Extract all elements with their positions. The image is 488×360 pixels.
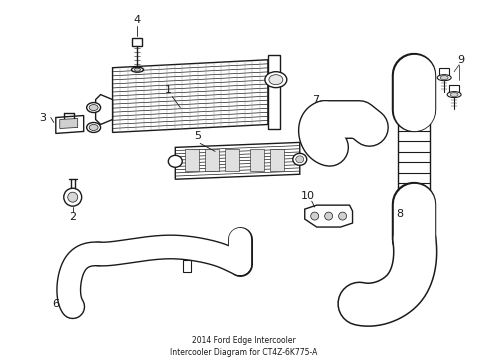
Bar <box>406 73 421 78</box>
Circle shape <box>63 188 81 206</box>
Ellipse shape <box>292 153 306 165</box>
Circle shape <box>338 212 346 220</box>
Polygon shape <box>175 143 299 179</box>
Circle shape <box>407 83 412 89</box>
Ellipse shape <box>350 288 368 320</box>
Circle shape <box>324 212 332 220</box>
Ellipse shape <box>235 234 244 239</box>
Bar <box>185 149 199 171</box>
Ellipse shape <box>86 122 101 132</box>
Bar <box>438 68 448 76</box>
Bar <box>224 149 239 171</box>
Polygon shape <box>112 60 267 132</box>
Text: 1: 1 <box>164 85 171 95</box>
Ellipse shape <box>62 302 82 312</box>
Ellipse shape <box>449 93 457 96</box>
Polygon shape <box>304 205 352 227</box>
Ellipse shape <box>264 72 286 87</box>
Text: 4: 4 <box>134 15 141 25</box>
Text: 6: 6 <box>52 299 59 309</box>
Polygon shape <box>56 116 83 134</box>
Ellipse shape <box>268 75 282 85</box>
Ellipse shape <box>295 156 303 163</box>
Ellipse shape <box>231 233 248 241</box>
Text: 9: 9 <box>457 55 464 65</box>
Text: 2: 2 <box>69 212 76 222</box>
Bar <box>183 260 191 272</box>
Ellipse shape <box>131 67 143 72</box>
Ellipse shape <box>89 104 98 111</box>
Text: 3: 3 <box>39 113 46 122</box>
Circle shape <box>68 192 78 202</box>
Ellipse shape <box>436 75 450 81</box>
Ellipse shape <box>439 76 447 80</box>
Ellipse shape <box>67 304 79 310</box>
Polygon shape <box>60 118 78 129</box>
Text: 5: 5 <box>193 131 200 141</box>
Ellipse shape <box>134 68 140 71</box>
Bar <box>205 149 219 171</box>
Bar <box>269 149 283 171</box>
Bar <box>132 38 142 46</box>
Ellipse shape <box>89 125 98 130</box>
Ellipse shape <box>368 118 380 136</box>
Bar <box>406 83 413 89</box>
Bar <box>249 149 264 171</box>
Ellipse shape <box>86 103 101 113</box>
Text: 7: 7 <box>311 95 319 105</box>
Polygon shape <box>267 55 279 130</box>
Ellipse shape <box>364 113 384 141</box>
Circle shape <box>310 212 318 220</box>
Text: 10: 10 <box>300 191 314 201</box>
Polygon shape <box>96 95 112 125</box>
Ellipse shape <box>354 294 364 314</box>
Ellipse shape <box>168 156 182 167</box>
Bar <box>448 85 458 93</box>
Text: 2014 Ford Edge Intercooler
Intercooler Diagram for CT4Z-6K775-A: 2014 Ford Edge Intercooler Intercooler D… <box>170 336 317 357</box>
Text: 8: 8 <box>395 209 402 219</box>
Ellipse shape <box>446 91 460 98</box>
